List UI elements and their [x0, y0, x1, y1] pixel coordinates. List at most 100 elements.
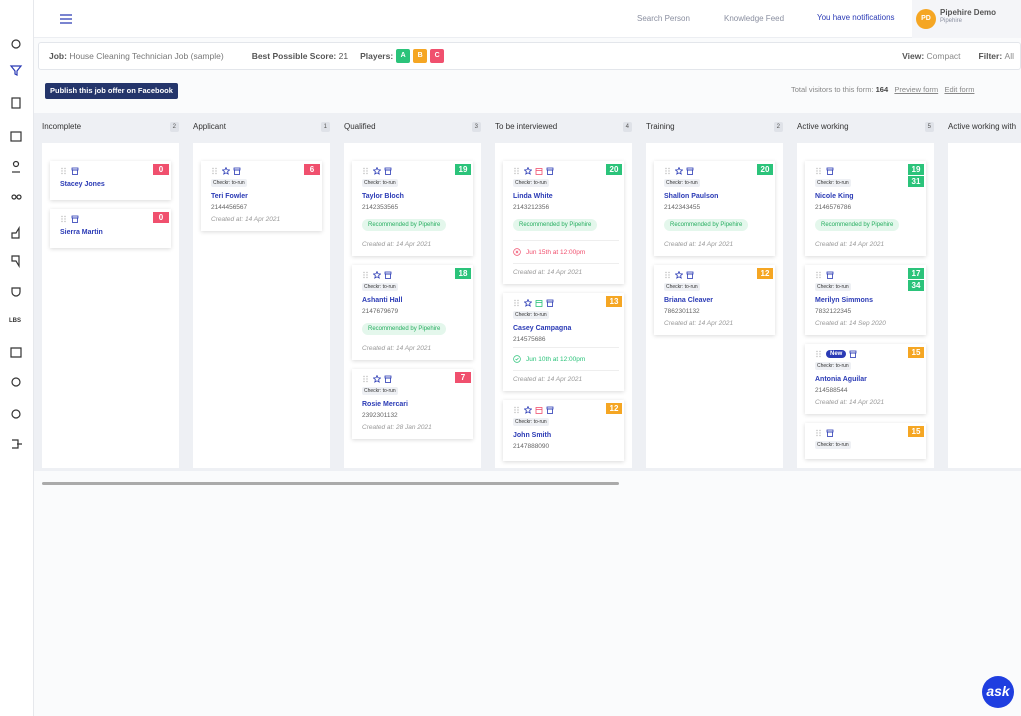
drag-handle[interactable]	[513, 299, 521, 307]
score-badge: 34	[908, 280, 924, 291]
candidate-card[interactable]: New 15 Checkr: to-run Antonia Aguilar 214588…	[805, 344, 926, 414]
column-title: Applicant	[193, 122, 226, 131]
search-person[interactable]: Search Person	[637, 14, 690, 23]
candidate-card[interactable]: 0 Sierra Martin	[50, 209, 171, 248]
candidate-card[interactable]: 13 Checkr: to-run Casey Campagna 214575686 J…	[503, 293, 624, 391]
drag-handle[interactable]	[60, 215, 68, 223]
star[interactable]	[373, 375, 381, 383]
knowledge-feed[interactable]: Knowledge Feed	[724, 14, 785, 23]
scrollbar[interactable]	[42, 482, 619, 485]
candidate-card[interactable]: 20 Checkr: to-run Linda White 2143212356 Rec…	[503, 161, 624, 284]
drag-handle[interactable]	[60, 167, 68, 175]
star[interactable]	[373, 271, 381, 279]
card-icons	[211, 165, 317, 177]
star[interactable]	[524, 167, 532, 175]
empty-text: No En	[956, 177, 1021, 186]
calendar[interactable]	[535, 167, 543, 175]
candidate-name: Antonia Aguilar	[815, 376, 867, 383]
visitors-count: 164	[875, 85, 889, 94]
star[interactable]	[524, 406, 532, 414]
player[interactable]: A	[396, 49, 411, 63]
card-icons	[664, 269, 770, 281]
avatar: PD	[916, 9, 936, 29]
column-header: Active working 5	[797, 113, 934, 140]
candidate-card[interactable]: 0 Stacey Jones	[50, 161, 171, 200]
recommended: Recommended by Pipehire	[664, 219, 749, 231]
tag-row: Checkr: to-run	[513, 416, 619, 428]
calendar[interactable]	[535, 406, 543, 414]
candidate-card[interactable]: 19 31 Checkr: to-run Nicole King 2146576786 R…	[805, 161, 926, 256]
publish-button[interactable]: Publish this job offer on Facebook	[45, 83, 178, 99]
star[interactable]	[524, 299, 532, 307]
candidate-card[interactable]: 12 Checkr: to-run John Smith 2147888090	[503, 400, 624, 461]
archive[interactable]	[71, 167, 79, 175]
drag-handle[interactable]	[211, 167, 219, 175]
tag-row: Checkr: to-run	[362, 281, 468, 293]
star[interactable]	[675, 271, 683, 279]
drag-handle[interactable]	[362, 167, 370, 175]
archive[interactable]	[546, 406, 554, 414]
archive[interactable]	[546, 299, 554, 307]
drag-handle[interactable]	[664, 271, 672, 279]
player[interactable]: B	[413, 49, 428, 63]
calendar[interactable]	[535, 299, 543, 307]
drag-handle[interactable]	[664, 167, 672, 175]
notifications[interactable]: You have notifications	[817, 13, 895, 22]
archive[interactable]	[826, 271, 834, 279]
archive[interactable]	[849, 350, 857, 358]
menu-icon[interactable]	[60, 14, 72, 24]
checkr-tag: Checkr: to-run	[513, 418, 549, 426]
interview-status[interactable]	[513, 248, 521, 256]
filter-select[interactable]: All	[1004, 51, 1014, 61]
column-header: Active working with	[948, 113, 1021, 140]
drag-handle[interactable]	[815, 271, 823, 279]
candidate-card[interactable]: 12 Checkr: to-run Briana Cleaver 7862301132…	[654, 265, 775, 335]
archive[interactable]	[826, 429, 834, 437]
checkr-tag: Checkr: to-run	[815, 362, 851, 370]
candidate-card[interactable]: 18 Checkr: to-run Ashanti Hall 2147679679 Re…	[352, 265, 473, 360]
best-score: 21	[338, 51, 349, 61]
archive[interactable]	[71, 215, 79, 223]
drag-handle[interactable]	[362, 271, 370, 279]
archive[interactable]	[686, 271, 694, 279]
view-select[interactable]: Compact	[926, 51, 961, 61]
archive[interactable]	[826, 167, 834, 175]
archive[interactable]	[384, 167, 392, 175]
column: To be interviewed 4 20 Checkr: to-run Linda …	[495, 113, 632, 469]
recommended: Recommended by Pipehire	[815, 219, 900, 231]
candidate-card[interactable]: 6 Checkr: to-run Teri Fowler 2144456567 Crea…	[201, 161, 322, 231]
preview-link[interactable]: Preview form	[894, 85, 939, 94]
job-select[interactable]: House Cleaning Technician Job (sample)	[69, 51, 224, 61]
drag-handle[interactable]	[513, 406, 521, 414]
phone: 2147888090	[513, 443, 550, 450]
archive[interactable]	[384, 271, 392, 279]
drag-handle[interactable]	[513, 167, 521, 175]
candidate-card[interactable]: 15 Checkr: to-run	[805, 423, 926, 459]
drag-handle[interactable]	[815, 167, 823, 175]
star[interactable]	[373, 167, 381, 175]
candidate-card[interactable]: 20 Checkr: to-run Shallon Paulson 214234345…	[654, 161, 775, 256]
score-label: Best Possible Score:	[251, 51, 337, 61]
archive[interactable]	[233, 167, 241, 175]
archive[interactable]	[546, 167, 554, 175]
star[interactable]	[675, 167, 683, 175]
candidate-card[interactable]: 17 34 Checkr: to-run Merilyn Simmons 7832122…	[805, 265, 926, 335]
candidate-card[interactable]: 19 Checkr: to-run Taylor Bloch 2142353565 Re…	[352, 161, 473, 256]
checkr-tag: Checkr: to-run	[362, 179, 398, 187]
drag-handle[interactable]	[815, 429, 823, 437]
chat-logo[interactable]: ask	[982, 676, 1014, 708]
drag-handle[interactable]	[815, 350, 823, 358]
drag-handle[interactable]	[362, 375, 370, 383]
star[interactable]	[222, 167, 230, 175]
candidate-name: Stacey Jones	[60, 181, 105, 188]
archive[interactable]	[384, 375, 392, 383]
candidate-card[interactable]: 7 Checkr: to-run Rosie Mercari 2392301132 Cr…	[352, 369, 473, 439]
sidebar-icons[interactable]	[8, 36, 24, 456]
archive[interactable]	[686, 167, 694, 175]
column-count: 2	[169, 121, 179, 132]
tag-row: Checkr: to-run	[815, 439, 921, 451]
interview-status[interactable]	[513, 355, 521, 363]
edit-link[interactable]: Edit form	[944, 85, 975, 94]
player[interactable]: C	[430, 49, 445, 63]
